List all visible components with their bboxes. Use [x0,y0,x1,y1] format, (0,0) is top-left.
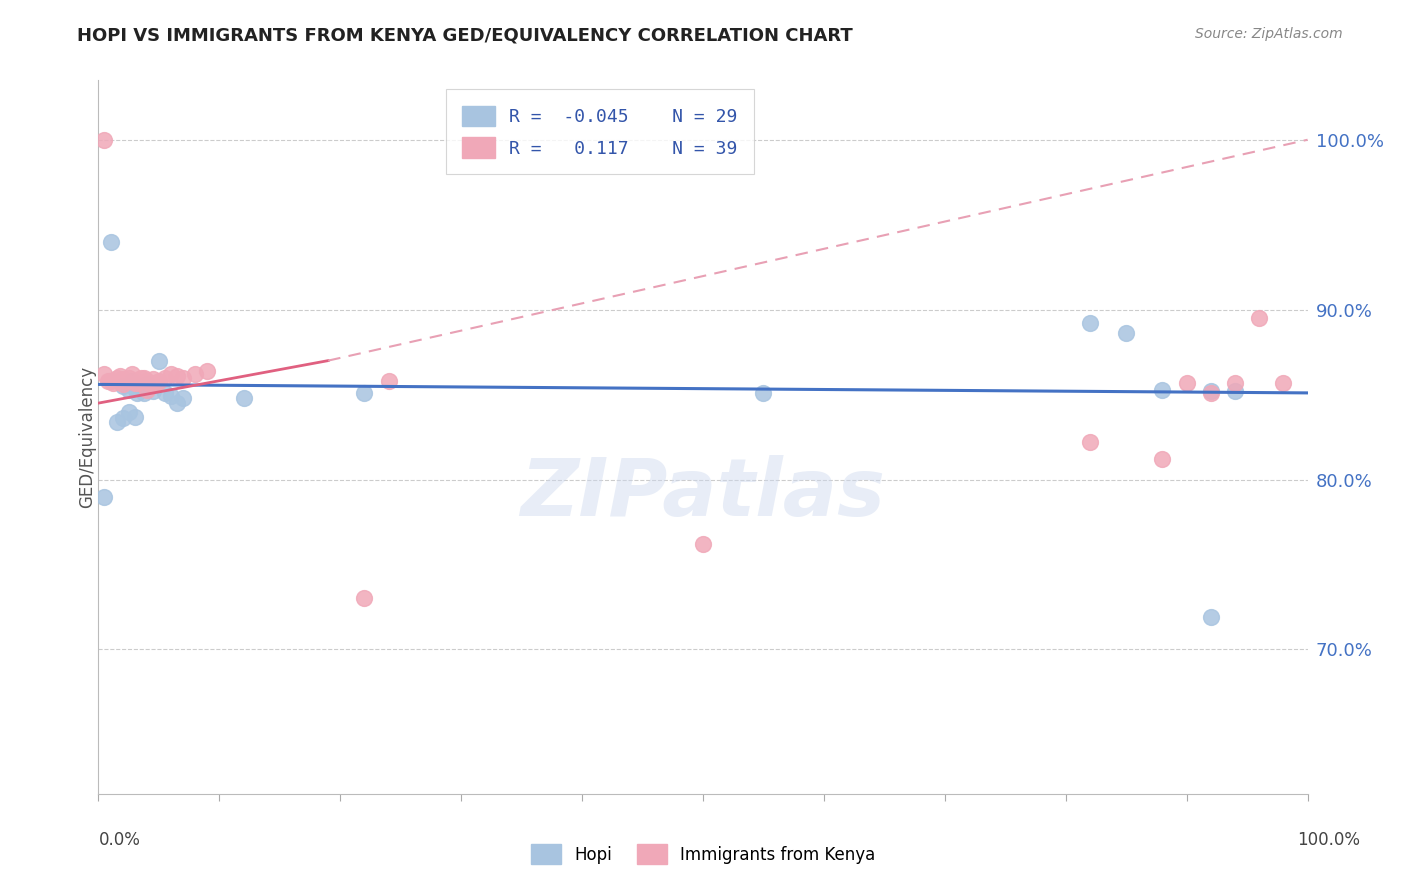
Point [1175,376,1198,390]
Point [97,374,120,388]
Point [93,490,115,504]
Point [153,370,176,384]
Point [100,374,122,388]
Point [114,374,136,388]
Point [100,235,122,249]
Point [153,385,176,400]
Point [195,364,218,378]
Point [124,376,146,390]
Point [127,376,149,390]
Legend: Hopi, Immigrants from Kenya: Hopi, Immigrants from Kenya [524,838,882,871]
Point [111,377,134,392]
Point [692,537,714,551]
Point [166,368,188,383]
Point [121,368,143,382]
Point [1199,384,1222,399]
Point [1115,326,1137,341]
Point [111,372,134,386]
Point [1199,610,1222,624]
Point [148,374,170,388]
Point [353,591,375,606]
Point [105,415,128,429]
Point [1223,384,1246,399]
Point [129,381,152,395]
Point [1249,311,1271,326]
Point [1078,316,1101,330]
Point [135,377,157,392]
Point [101,376,124,390]
Point [232,391,254,405]
Point [148,353,170,368]
Text: ZIPatlas: ZIPatlas [520,455,886,533]
Point [93,368,115,382]
Point [127,385,149,400]
Point [107,374,129,388]
Point [118,383,141,397]
Point [135,383,157,397]
Text: 0.0%: 0.0% [98,831,141,849]
Point [166,396,188,410]
Y-axis label: GED/Equivalency: GED/Equivalency [79,366,96,508]
Point [184,368,207,382]
Point [129,370,152,384]
Point [172,370,194,384]
Point [118,404,141,418]
Point [377,374,399,388]
Point [121,374,143,388]
Point [138,376,160,390]
Point [160,389,183,403]
Point [134,385,156,400]
Point [118,370,141,384]
Point [172,391,194,405]
Point [353,385,375,400]
Point [160,368,183,382]
Point [105,370,128,384]
Point [1152,452,1174,467]
Point [1152,383,1174,397]
Point [134,370,156,384]
Point [93,133,115,147]
Point [145,376,167,390]
Point [111,411,134,425]
Point [1272,376,1295,390]
Point [142,384,165,399]
Point [108,368,131,383]
Point [1223,376,1246,390]
Point [124,381,146,395]
Point [142,372,165,386]
Point [1199,385,1222,400]
Text: Source: ZipAtlas.com: Source: ZipAtlas.com [1195,27,1343,41]
Point [752,385,775,400]
Point [1078,435,1101,450]
Point [111,379,134,393]
Point [135,374,157,388]
Point [124,409,146,424]
Legend: R =  -0.045    N = 29, R =   0.117    N = 39: R = -0.045 N = 29, R = 0.117 N = 39 [446,89,754,174]
Text: 100.0%: 100.0% [1298,831,1360,849]
Text: HOPI VS IMMIGRANTS FROM KENYA GED/EQUIVALENCY CORRELATION CHART: HOPI VS IMMIGRANTS FROM KENYA GED/EQUIVA… [77,27,853,45]
